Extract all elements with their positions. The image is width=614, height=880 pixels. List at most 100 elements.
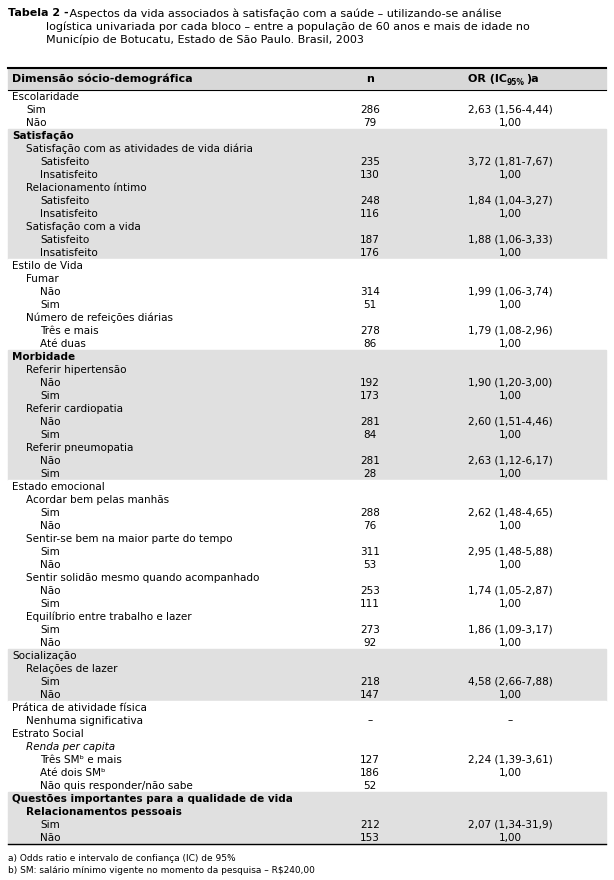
Bar xyxy=(8,402,606,415)
Text: 273: 273 xyxy=(360,625,380,634)
Bar xyxy=(8,103,606,116)
Bar xyxy=(8,792,606,805)
Text: 212: 212 xyxy=(360,819,380,830)
Text: 278: 278 xyxy=(360,326,380,335)
Bar xyxy=(8,415,606,428)
Text: 147: 147 xyxy=(360,690,380,700)
Bar xyxy=(8,480,606,493)
Bar xyxy=(8,753,606,766)
Bar xyxy=(8,714,606,727)
Text: Não: Não xyxy=(40,690,61,700)
Text: Nenhuma significativa: Nenhuma significativa xyxy=(26,715,143,725)
Text: Socialização: Socialização xyxy=(12,650,77,661)
Text: 2,07 (1,34-31,9): 2,07 (1,34-31,9) xyxy=(468,819,553,830)
Text: Sim: Sim xyxy=(40,819,60,830)
Text: 111: 111 xyxy=(360,598,380,608)
Bar xyxy=(8,701,606,714)
Text: Número de refeições diárias: Número de refeições diárias xyxy=(26,312,173,323)
Bar xyxy=(8,519,606,532)
Bar xyxy=(8,298,606,311)
Text: 1,00: 1,00 xyxy=(499,118,521,128)
Text: 1,00: 1,00 xyxy=(499,339,521,348)
Text: Não: Não xyxy=(40,585,61,596)
Bar xyxy=(8,337,606,350)
Bar xyxy=(8,324,606,337)
Text: Três SMᵇ e mais: Três SMᵇ e mais xyxy=(40,754,122,765)
Bar xyxy=(8,675,606,688)
Text: 1,00: 1,00 xyxy=(499,560,521,569)
Text: 1,00: 1,00 xyxy=(499,767,521,778)
Text: 84: 84 xyxy=(363,429,376,439)
Text: Relacionamentos pessoais: Relacionamentos pessoais xyxy=(26,806,182,817)
Text: 2,24 (1,39-3,61): 2,24 (1,39-3,61) xyxy=(468,754,553,765)
Text: 1,00: 1,00 xyxy=(499,247,521,258)
Text: 2,95 (1,48-5,88): 2,95 (1,48-5,88) xyxy=(468,546,553,556)
Bar xyxy=(8,350,606,363)
Bar xyxy=(8,649,606,662)
Bar xyxy=(8,818,606,831)
Text: Referir pneumopatia: Referir pneumopatia xyxy=(26,443,133,452)
Text: 281: 281 xyxy=(360,456,380,466)
Text: Insatisfeito: Insatisfeito xyxy=(40,247,98,258)
Text: 218: 218 xyxy=(360,677,380,686)
Text: 1,00: 1,00 xyxy=(499,429,521,439)
Bar xyxy=(8,90,606,103)
Text: Não: Não xyxy=(40,832,61,842)
Text: 76: 76 xyxy=(363,520,376,531)
Text: 1,00: 1,00 xyxy=(499,690,521,700)
Text: 1,99 (1,06-3,74): 1,99 (1,06-3,74) xyxy=(468,287,553,297)
Bar xyxy=(8,207,606,220)
Bar xyxy=(8,467,606,480)
Text: Aspectos da vida associados à satisfação com a saúde – utilizando-se análise: Aspectos da vida associados à satisfação… xyxy=(66,8,502,18)
Text: a) Odds ratio e intervalo de confiança (IC) de 95%: a) Odds ratio e intervalo de confiança (… xyxy=(8,854,236,863)
Text: Fumar: Fumar xyxy=(26,274,59,283)
Text: 1,74 (1,05-2,87): 1,74 (1,05-2,87) xyxy=(468,585,553,596)
Bar xyxy=(8,259,606,272)
Text: Sim: Sim xyxy=(40,677,60,686)
Text: 186: 186 xyxy=(360,767,380,778)
Text: Satisfação: Satisfação xyxy=(12,130,74,141)
Bar xyxy=(8,662,606,675)
Bar xyxy=(8,155,606,168)
Text: 51: 51 xyxy=(363,299,376,310)
Text: Não quis responder/não sabe: Não quis responder/não sabe xyxy=(40,781,193,790)
Text: Sim: Sim xyxy=(40,468,60,479)
Bar xyxy=(8,805,606,818)
Text: 4,58 (2,66-7,88): 4,58 (2,66-7,88) xyxy=(468,677,553,686)
Text: Satisfeito: Satisfeito xyxy=(40,234,89,245)
Text: 130: 130 xyxy=(360,170,380,180)
Bar xyxy=(8,376,606,389)
Bar xyxy=(8,142,606,155)
Text: 1,00: 1,00 xyxy=(499,391,521,400)
Text: Relações de lazer: Relações de lazer xyxy=(26,664,117,673)
Bar xyxy=(8,766,606,779)
Text: n: n xyxy=(366,74,374,84)
Text: 92: 92 xyxy=(363,637,376,648)
Text: 53: 53 xyxy=(363,560,376,569)
Text: Renda per capita: Renda per capita xyxy=(26,742,115,752)
Text: 1,86 (1,09-3,17): 1,86 (1,09-3,17) xyxy=(468,625,553,634)
Text: Sim: Sim xyxy=(40,625,60,634)
Bar xyxy=(8,831,606,844)
Text: Não: Não xyxy=(40,637,61,648)
Bar xyxy=(8,610,606,623)
Bar xyxy=(8,558,606,571)
Text: Não: Não xyxy=(40,378,61,387)
Text: 176: 176 xyxy=(360,247,380,258)
Bar xyxy=(8,584,606,597)
Bar xyxy=(8,68,606,90)
Text: Sentir solidão mesmo quando acompanhado: Sentir solidão mesmo quando acompanhado xyxy=(26,573,259,583)
Text: Insatisfeito: Insatisfeito xyxy=(40,209,98,218)
Text: 311: 311 xyxy=(360,546,380,556)
Text: 1,00: 1,00 xyxy=(499,520,521,531)
Text: 2,63 (1,12-6,17): 2,63 (1,12-6,17) xyxy=(468,456,553,466)
Text: Referir hipertensão: Referir hipertensão xyxy=(26,364,126,375)
Text: Município de Botucatu, Estado de São Paulo. Brasil, 2003: Município de Botucatu, Estado de São Pau… xyxy=(46,34,364,45)
Bar xyxy=(8,545,606,558)
Text: Referir cardiopatia: Referir cardiopatia xyxy=(26,404,123,414)
Text: 1,00: 1,00 xyxy=(499,170,521,180)
Text: 28: 28 xyxy=(363,468,376,479)
Text: Estado emocional: Estado emocional xyxy=(12,481,105,492)
Text: 1,00: 1,00 xyxy=(499,832,521,842)
Bar xyxy=(8,636,606,649)
